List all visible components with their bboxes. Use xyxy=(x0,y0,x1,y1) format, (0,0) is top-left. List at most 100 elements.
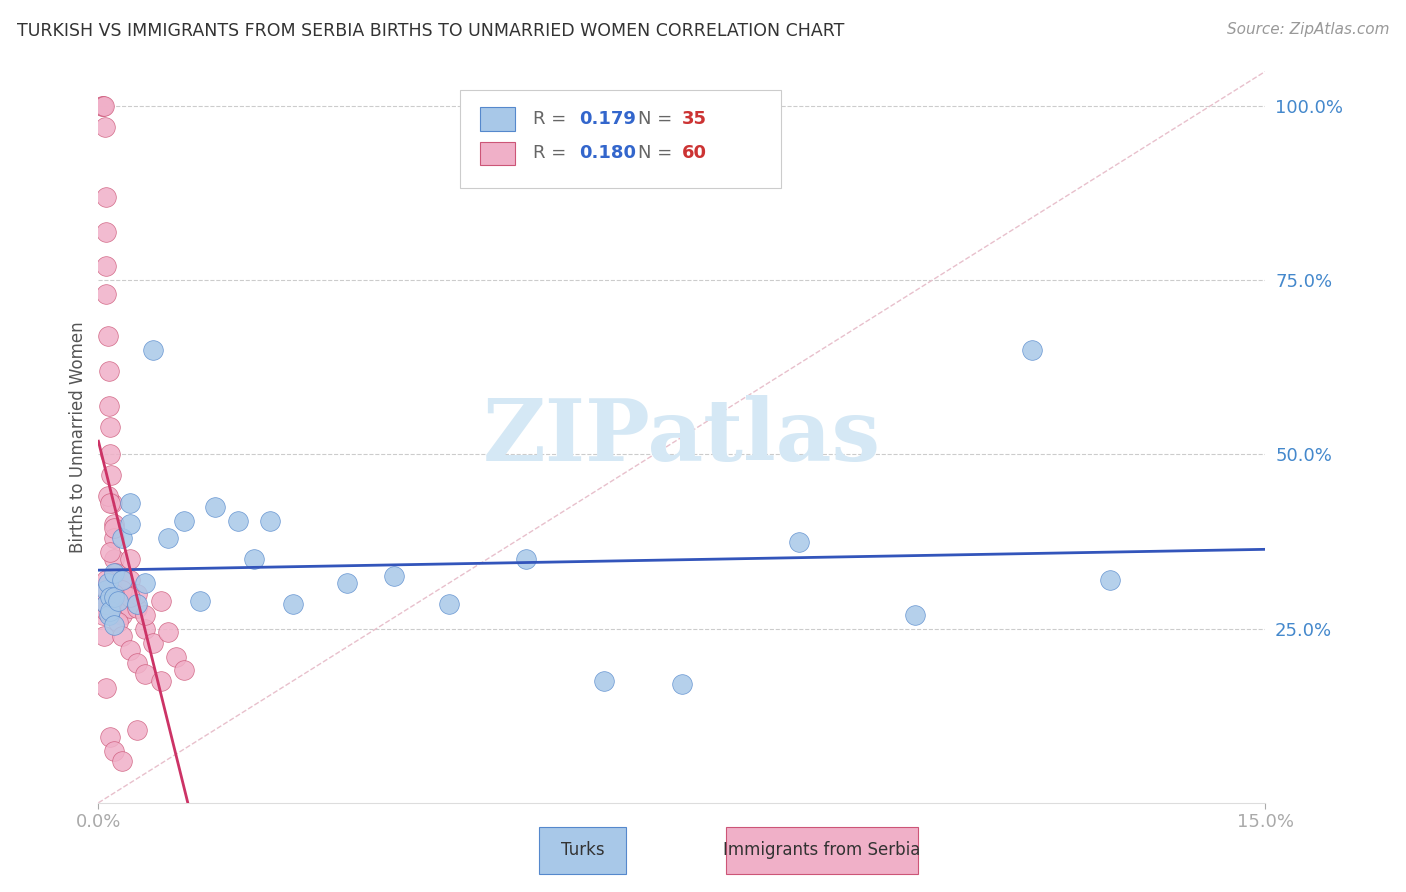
Point xyxy=(173,514,195,528)
Text: Immigrants from Serbia: Immigrants from Serbia xyxy=(723,841,921,859)
Point xyxy=(91,607,114,622)
Y-axis label: Births to Unmarried Women: Births to Unmarried Women xyxy=(69,321,87,553)
Point xyxy=(98,419,121,434)
Point xyxy=(91,99,114,113)
Point xyxy=(904,607,927,622)
Point xyxy=(103,521,125,535)
Point xyxy=(98,496,121,510)
Point xyxy=(142,635,165,649)
Point xyxy=(107,615,129,629)
Point xyxy=(97,576,120,591)
Point xyxy=(111,754,134,768)
Point xyxy=(149,594,172,608)
Point xyxy=(593,673,616,688)
Point xyxy=(127,600,149,615)
Point xyxy=(107,587,129,601)
Point xyxy=(134,667,156,681)
Point xyxy=(111,573,134,587)
Point xyxy=(103,743,125,757)
Point xyxy=(107,594,129,608)
Point xyxy=(671,677,693,691)
Point xyxy=(111,573,134,587)
Point xyxy=(228,514,250,528)
Point xyxy=(96,573,118,587)
Point xyxy=(103,552,125,566)
Point xyxy=(96,190,118,204)
Text: 0.179: 0.179 xyxy=(579,110,636,128)
Point xyxy=(103,587,125,601)
Point xyxy=(243,552,266,566)
Point xyxy=(515,552,537,566)
Point xyxy=(149,673,172,688)
Point xyxy=(96,287,118,301)
Point xyxy=(103,591,125,605)
Point xyxy=(787,534,810,549)
FancyBboxPatch shape xyxy=(538,827,627,874)
Text: N =: N = xyxy=(637,145,678,162)
Point xyxy=(118,552,141,566)
Point xyxy=(134,607,156,622)
Point xyxy=(96,597,118,611)
FancyBboxPatch shape xyxy=(479,142,515,165)
Point xyxy=(127,587,149,601)
Point xyxy=(98,604,121,618)
FancyBboxPatch shape xyxy=(479,107,515,130)
Point xyxy=(111,629,134,643)
Point xyxy=(98,545,121,559)
Point xyxy=(118,573,141,587)
Text: 60: 60 xyxy=(682,145,707,162)
Point xyxy=(104,566,127,580)
Point xyxy=(97,489,120,503)
Point xyxy=(93,120,115,134)
Point xyxy=(96,260,118,274)
Point xyxy=(142,343,165,357)
Text: N =: N = xyxy=(637,110,678,128)
Point xyxy=(281,597,304,611)
Text: TURKISH VS IMMIGRANTS FROM SERBIA BIRTHS TO UNMARRIED WOMEN CORRELATION CHART: TURKISH VS IMMIGRANTS FROM SERBIA BIRTHS… xyxy=(17,22,844,40)
Point xyxy=(103,618,125,632)
FancyBboxPatch shape xyxy=(460,90,782,188)
Point xyxy=(96,597,118,611)
Point xyxy=(98,448,121,462)
Point xyxy=(127,657,149,671)
Point xyxy=(157,531,180,545)
Point xyxy=(1098,573,1121,587)
Point xyxy=(111,583,134,598)
Point xyxy=(97,364,120,378)
Point xyxy=(134,576,156,591)
Point xyxy=(103,531,125,545)
Point xyxy=(437,597,460,611)
FancyBboxPatch shape xyxy=(725,827,918,874)
Point xyxy=(91,587,114,601)
Point xyxy=(98,730,121,744)
Point xyxy=(98,399,121,413)
Point xyxy=(188,594,211,608)
Point xyxy=(98,591,121,605)
Text: R =: R = xyxy=(533,110,571,128)
Text: Turks: Turks xyxy=(561,841,605,859)
Point xyxy=(173,664,195,678)
Point xyxy=(259,514,281,528)
Point xyxy=(97,329,120,343)
Point xyxy=(118,642,141,657)
Point xyxy=(96,583,118,598)
Point xyxy=(382,569,405,583)
Point xyxy=(336,576,359,591)
Point xyxy=(100,468,122,483)
Point xyxy=(111,531,134,545)
Point xyxy=(101,496,124,510)
Point xyxy=(157,625,180,640)
Point xyxy=(91,99,114,113)
Point xyxy=(118,600,141,615)
Point xyxy=(96,604,118,618)
Text: ZIPatlas: ZIPatlas xyxy=(482,395,882,479)
Point xyxy=(93,99,115,113)
Point xyxy=(1021,343,1043,357)
Point xyxy=(118,496,141,510)
Point xyxy=(127,597,149,611)
Point xyxy=(103,566,125,580)
Point xyxy=(103,517,125,532)
Point xyxy=(111,587,134,601)
Point xyxy=(127,723,149,737)
Text: Source: ZipAtlas.com: Source: ZipAtlas.com xyxy=(1226,22,1389,37)
